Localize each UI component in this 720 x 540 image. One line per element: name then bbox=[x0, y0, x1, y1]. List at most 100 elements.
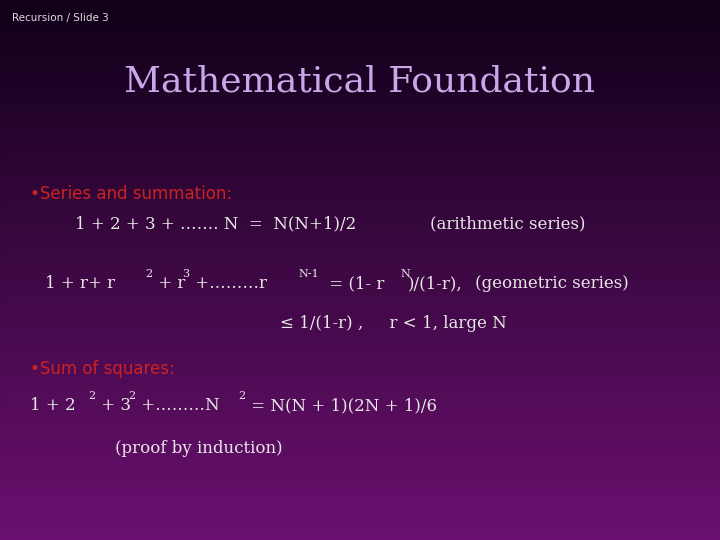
Bar bbox=[0, 429, 720, 432]
Bar bbox=[0, 321, 720, 324]
Bar bbox=[0, 246, 720, 248]
Bar bbox=[0, 437, 720, 440]
Bar bbox=[0, 162, 720, 165]
Bar bbox=[0, 92, 720, 94]
Bar bbox=[0, 524, 720, 526]
Bar bbox=[0, 127, 720, 130]
Bar bbox=[0, 475, 720, 478]
Bar bbox=[0, 103, 720, 105]
Bar bbox=[0, 359, 720, 362]
Text: 2: 2 bbox=[128, 391, 135, 401]
Bar bbox=[0, 421, 720, 424]
Bar bbox=[0, 292, 720, 294]
Bar bbox=[0, 148, 720, 151]
Bar bbox=[0, 483, 720, 486]
Text: •Series and summation:: •Series and summation: bbox=[30, 185, 232, 203]
Bar bbox=[0, 97, 720, 100]
Bar bbox=[0, 159, 720, 162]
Bar bbox=[0, 51, 720, 54]
Bar bbox=[0, 418, 720, 421]
Bar bbox=[0, 151, 720, 154]
Bar bbox=[0, 402, 720, 405]
Bar bbox=[0, 278, 720, 281]
Bar bbox=[0, 227, 720, 229]
Bar bbox=[0, 470, 720, 472]
Bar bbox=[0, 478, 720, 481]
Bar bbox=[0, 338, 720, 340]
Bar bbox=[0, 130, 720, 132]
Bar bbox=[0, 146, 720, 148]
Bar bbox=[0, 43, 720, 46]
Text: = N(N + 1)(2N + 1)/6: = N(N + 1)(2N + 1)/6 bbox=[246, 397, 437, 414]
Bar bbox=[0, 427, 720, 429]
Bar bbox=[0, 364, 720, 367]
Bar bbox=[0, 232, 720, 235]
Bar bbox=[0, 165, 720, 167]
Bar bbox=[0, 65, 720, 68]
Bar bbox=[0, 367, 720, 370]
Bar bbox=[0, 397, 720, 400]
Bar bbox=[0, 186, 720, 189]
Bar bbox=[0, 100, 720, 103]
Text: 1 + r+ r: 1 + r+ r bbox=[45, 275, 115, 292]
Bar bbox=[0, 16, 720, 19]
Text: )/(1-r),: )/(1-r), bbox=[408, 275, 463, 292]
Bar bbox=[0, 310, 720, 313]
Bar bbox=[0, 11, 720, 14]
Bar bbox=[0, 213, 720, 216]
Bar bbox=[0, 518, 720, 521]
Bar bbox=[0, 170, 720, 173]
Bar bbox=[0, 111, 720, 113]
Bar bbox=[0, 22, 720, 24]
Bar bbox=[0, 105, 720, 108]
Bar bbox=[0, 356, 720, 359]
Bar bbox=[0, 346, 720, 348]
Text: N-1: N-1 bbox=[298, 269, 319, 279]
Bar bbox=[0, 216, 720, 219]
Text: +………N: +………N bbox=[136, 397, 220, 414]
Bar bbox=[0, 19, 720, 22]
Bar bbox=[0, 173, 720, 176]
Bar bbox=[0, 49, 720, 51]
Bar bbox=[0, 167, 720, 170]
Bar bbox=[0, 230, 720, 232]
Bar bbox=[0, 38, 720, 40]
Bar bbox=[0, 132, 720, 135]
Text: 2: 2 bbox=[88, 391, 95, 401]
Bar bbox=[0, 208, 720, 211]
Bar bbox=[0, 491, 720, 494]
Bar bbox=[0, 59, 720, 62]
Bar bbox=[0, 281, 720, 284]
Bar bbox=[0, 537, 720, 540]
Text: 3: 3 bbox=[182, 269, 189, 279]
Bar bbox=[0, 313, 720, 316]
Bar bbox=[0, 14, 720, 16]
Bar bbox=[0, 389, 720, 392]
Bar bbox=[0, 408, 720, 410]
Bar bbox=[0, 178, 720, 181]
Bar bbox=[0, 108, 720, 111]
Bar bbox=[0, 300, 720, 302]
Bar bbox=[0, 62, 720, 65]
Bar bbox=[0, 516, 720, 518]
Bar bbox=[0, 443, 720, 445]
Bar bbox=[0, 348, 720, 351]
Bar bbox=[0, 84, 720, 86]
Bar bbox=[0, 335, 720, 338]
Text: ≤ 1/(1-r) ,     r < 1, large N: ≤ 1/(1-r) , r < 1, large N bbox=[280, 315, 507, 332]
Bar bbox=[0, 284, 720, 286]
Bar bbox=[0, 154, 720, 157]
Bar bbox=[0, 275, 720, 278]
Bar bbox=[0, 259, 720, 262]
Bar bbox=[0, 513, 720, 516]
Bar bbox=[0, 265, 720, 267]
Text: 1 + 2 + 3 + ……. N  =  N(N+1)/2: 1 + 2 + 3 + ……. N = N(N+1)/2 bbox=[75, 215, 356, 232]
Bar bbox=[0, 340, 720, 343]
Bar bbox=[0, 86, 720, 89]
Bar bbox=[0, 500, 720, 502]
Bar bbox=[0, 40, 720, 43]
Bar bbox=[0, 184, 720, 186]
Bar bbox=[0, 57, 720, 59]
Bar bbox=[0, 497, 720, 500]
Bar bbox=[0, 424, 720, 427]
